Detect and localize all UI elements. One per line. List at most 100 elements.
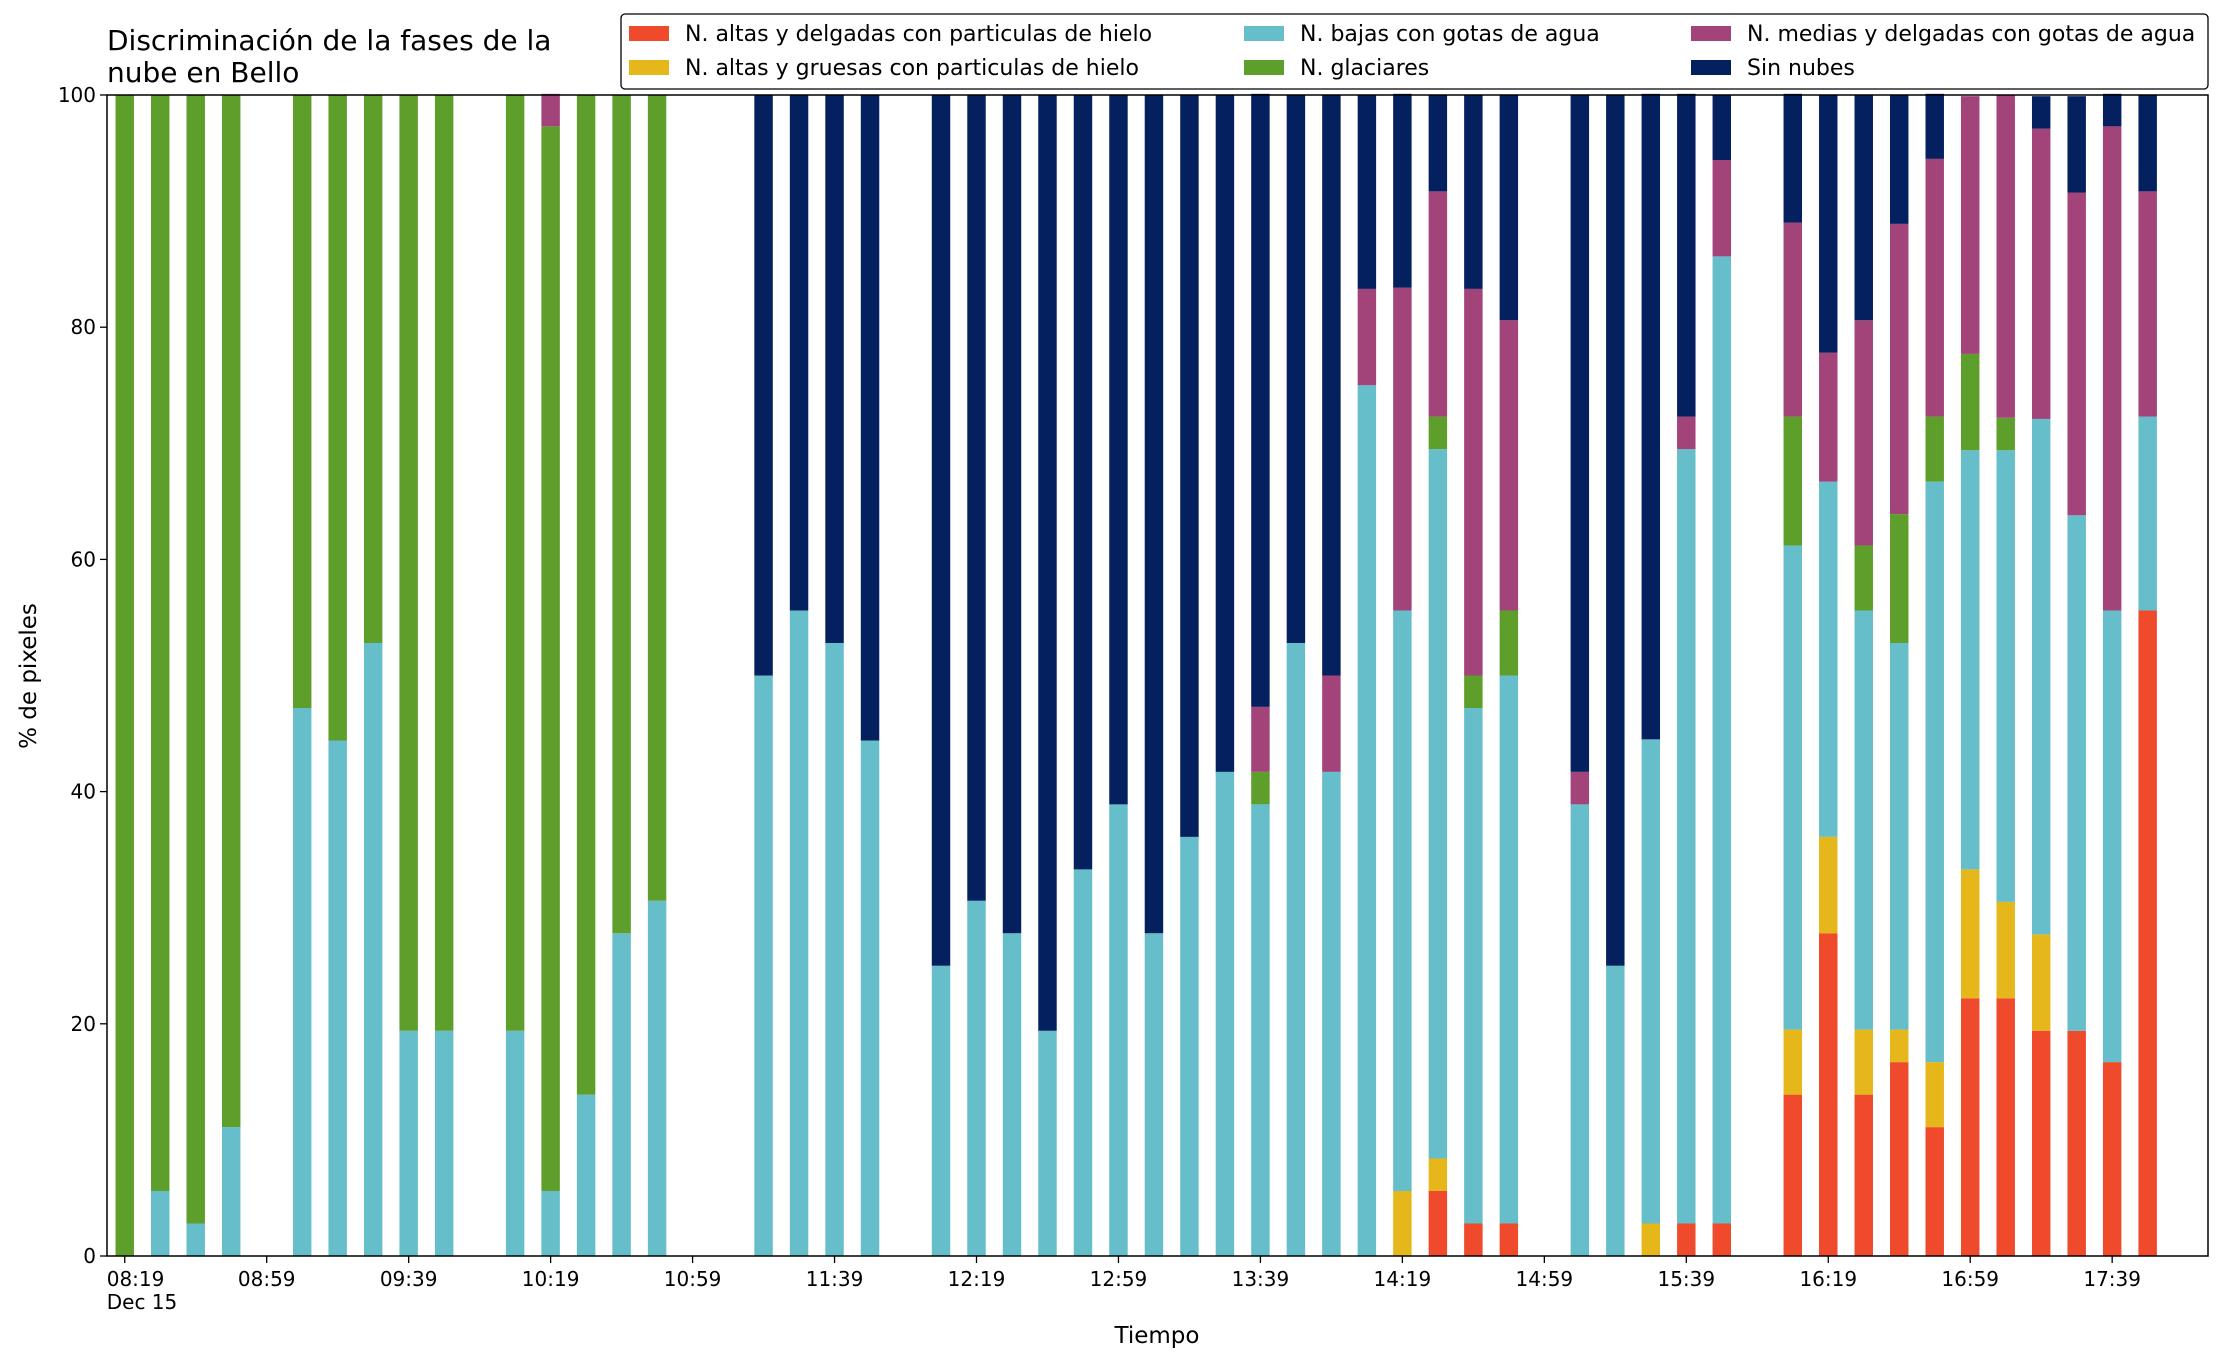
bar-segment <box>1286 642 1306 1256</box>
bar-segment <box>1251 771 1270 805</box>
bar-segment <box>505 1030 525 1256</box>
x-tick-label: 08:59 <box>238 1267 296 1291</box>
bar-segment <box>1925 416 1944 482</box>
bar-segment <box>2102 1062 2122 1256</box>
bar-segment <box>612 933 631 1256</box>
bar-segment <box>1428 191 1448 417</box>
x-axis-label: Tiempo <box>1114 1323 1200 1349</box>
bar-segment <box>2067 192 2086 516</box>
bar-segment <box>789 610 809 1256</box>
bar-segment <box>505 95 525 1031</box>
bar-segment <box>2138 191 2157 417</box>
bar-segment <box>860 95 880 741</box>
bar-segment <box>825 642 844 1256</box>
y-tick-label: 40 <box>71 780 96 804</box>
bar-segment <box>647 95 667 901</box>
bar-segment <box>2067 1030 2086 1256</box>
bar-segment <box>1606 95 1625 966</box>
bar-segment <box>576 1094 596 1256</box>
y-tick-label: 60 <box>71 547 96 571</box>
bar-segment <box>647 900 667 1256</box>
y-axis-label: % de pixeles <box>16 603 42 749</box>
bar-segment <box>328 740 347 1256</box>
bar-segment <box>2067 96 2086 193</box>
x-tick-label: 14:19 <box>1374 1267 1432 1291</box>
bar-segment <box>292 708 312 1256</box>
bar-segment <box>399 95 418 1031</box>
bar-segment <box>1996 417 2015 451</box>
bar-segment <box>931 95 951 966</box>
bar-segment <box>1925 1062 1944 1128</box>
bar-segment <box>1712 256 1732 1224</box>
bar-segment <box>1960 96 1980 354</box>
bar-segment <box>1641 1223 1661 1256</box>
bar-segment <box>2031 418 2051 935</box>
bar-segment <box>967 900 986 1256</box>
bar-segment <box>2031 96 2051 129</box>
bar-segment <box>1428 1158 1448 1191</box>
bar-segment <box>2031 128 2051 419</box>
bar-segment <box>1819 352 1838 482</box>
legend-swatch <box>629 26 669 41</box>
bar-segment <box>1322 95 1341 676</box>
bar-segment <box>1570 804 1590 1256</box>
bar-segment <box>1464 675 1483 709</box>
bar-segment <box>1712 1223 1732 1256</box>
x-tick-label: 08:19 Dec 15 <box>107 1267 178 1314</box>
bar-segment <box>1854 320 1873 546</box>
bar-segment <box>399 1030 418 1256</box>
bar-segment <box>1428 95 1448 192</box>
bar-segment <box>434 95 454 1031</box>
bar-segment <box>1002 95 1022 934</box>
bar-segment <box>1322 675 1341 772</box>
bar-segment <box>221 95 241 1128</box>
x-tick-label: 12:19 <box>948 1267 1006 1291</box>
bar-segment <box>1925 158 1944 417</box>
bar-segment <box>1996 450 2015 902</box>
bar-segment <box>1677 1223 1696 1256</box>
bar-segment <box>1819 95 1838 353</box>
bar-segment <box>612 95 631 934</box>
bar-segment <box>292 95 312 709</box>
legend-swatch <box>1244 60 1284 75</box>
bar-segment <box>1890 1029 1909 1063</box>
plot-frame <box>106 94 2209 1257</box>
bar-segment <box>1570 771 1590 805</box>
bar-segment <box>1499 95 1519 321</box>
bar-segment <box>1393 1190 1412 1256</box>
bar-segment <box>1677 449 1696 1224</box>
bar-segment <box>2102 610 2122 1063</box>
bar-segment <box>1854 610 1873 1030</box>
bar-segment <box>1854 1094 1873 1256</box>
bar-segment <box>576 95 596 1095</box>
bar-segment <box>1144 95 1164 934</box>
bar-segment <box>541 1190 560 1256</box>
bar-segment <box>1144 933 1164 1256</box>
legend-label: N. altas y delgadas con particulas de hi… <box>685 22 1152 47</box>
bar-segment <box>1890 223 1909 515</box>
bar-segment <box>1890 95 1909 224</box>
bar-segment <box>1251 706 1270 772</box>
bar-segment <box>1712 160 1732 257</box>
bar-segment <box>1925 93 1944 159</box>
bar-segment <box>1428 416 1448 450</box>
legend-swatch <box>1691 26 1731 41</box>
bar-segment <box>2138 95 2157 192</box>
bar-segment <box>1073 869 1093 1256</box>
bar-segment <box>2031 934 2051 1031</box>
bar-segment <box>1393 93 1412 288</box>
bar-segment <box>1428 1190 1448 1256</box>
bar-segment <box>1854 95 1873 321</box>
y-tick-label: 100 <box>58 83 96 107</box>
bar-segment <box>1890 514 1909 643</box>
bar-segment <box>1960 869 1980 999</box>
bar-segment <box>1038 95 1057 1031</box>
bar-segment <box>1286 95 1306 643</box>
bar-segment <box>1464 1223 1483 1256</box>
bar-segment <box>1109 804 1128 1256</box>
bar-segment <box>1641 93 1661 740</box>
x-tick-label: 10:59 <box>664 1267 722 1291</box>
bar-segment <box>1464 708 1483 1224</box>
x-tick-label: 10:19 <box>522 1267 580 1291</box>
